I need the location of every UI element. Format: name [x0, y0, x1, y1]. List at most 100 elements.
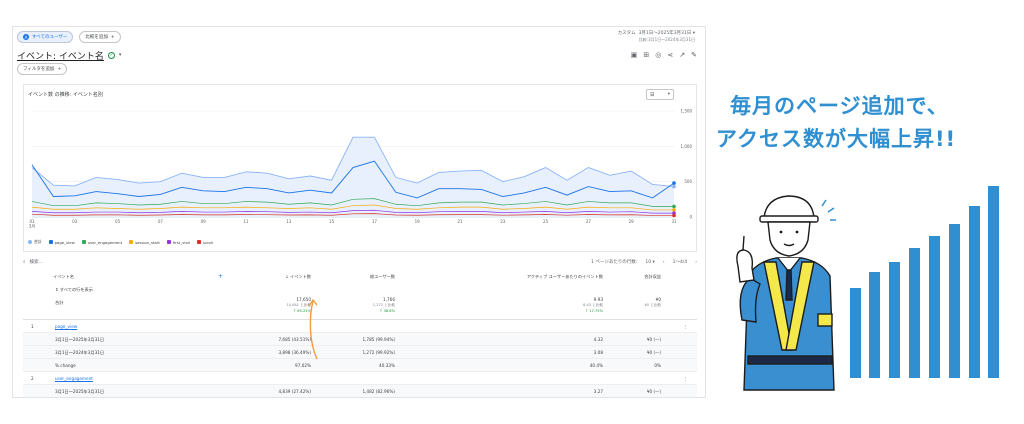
table-row: % change 97.02% 40.33% 40.4% 0% — [23, 359, 697, 372]
add-filter-label: フィルタを追加 — [23, 67, 55, 72]
granularity-select[interactable]: 日 — [646, 89, 674, 100]
event-count-cell: 3,898 (36.49%) — [278, 350, 311, 355]
chart-legend: 合計 page_view user_engagement session_start f… — [28, 239, 213, 245]
filter-bar: フィルタを追加 + — [13, 63, 705, 75]
legend-label: first_visit — [172, 239, 191, 245]
x-tick-label: 19 — [415, 219, 421, 224]
per-user-cell: 40.4% — [589, 363, 603, 368]
rows-per-page-value: 10 — [645, 259, 652, 265]
y-tick-label: 500 — [684, 179, 692, 184]
legend-item[interactable]: user_engagement — [81, 239, 123, 245]
more-icon[interactable]: ⋮ — [683, 376, 688, 381]
table-group-row[interactable]: 2 user_engagement ⋮ — [23, 372, 697, 385]
data-table: イベント名 + ⇕ すべての行を表示 合計 ↓ イベント数 総ユーザー数 アクテ… — [23, 270, 697, 397]
table-row: 3月1日～2025年3月31日 7,685 (43.51%) 1,785 (99.9… — [23, 333, 697, 346]
chevron-down-icon[interactable]: ▾ — [118, 52, 122, 58]
edit-icon[interactable]: ✎ — [691, 51, 697, 59]
legend-item[interactable]: session_start — [129, 239, 160, 245]
add-filter-chip[interactable]: フィルタを追加 + — [17, 63, 68, 75]
header-event-name[interactable]: イベント名 — [53, 274, 74, 279]
table-header: イベント名 + ⇕ すべての行を表示 合計 ↓ イベント数 総ユーザー数 アクテ… — [23, 270, 697, 320]
legend-swatch — [166, 240, 171, 244]
header-event-count-label: イベント数 — [290, 274, 311, 279]
legend-label: scroll — [203, 239, 213, 245]
x-tick-label: 07 — [158, 219, 164, 224]
add-dimension-button[interactable]: + — [218, 273, 224, 280]
series-line-page_view — [31, 160, 675, 199]
legend-item[interactable]: page_view — [48, 239, 75, 245]
legend-item[interactable]: scroll — [197, 239, 213, 245]
total-users-compare: 1,272 と比較 — [372, 303, 395, 307]
segment-chip[interactable]: A すべてのユーザー — [17, 31, 74, 43]
x-tick-label: 23 — [500, 219, 506, 224]
y-tick-label: 0 — [689, 215, 692, 220]
legend-item[interactable]: first_visit — [166, 239, 191, 245]
header-revenue[interactable]: 合計収益 — [644, 274, 661, 279]
share-icon[interactable]: ⋖ — [667, 51, 674, 59]
header-per-user[interactable]: アクティブ ユーザーあたりのイベント数 — [526, 274, 603, 279]
header-event-count[interactable]: ↓ イベント数 — [253, 274, 311, 280]
total-users-cell: 1,785 (99.94%) — [362, 337, 395, 342]
more-icon[interactable]: ⋮ — [683, 324, 688, 329]
compare-chip-label: 比較を追加 — [85, 35, 108, 40]
series-line-session_start — [31, 204, 674, 211]
x-tick-label: 09 — [201, 219, 207, 224]
date-range-picker[interactable]: カスタム 3月1日～2025年3月31日 ▾ 比較:3月1日～2024年3月31… — [617, 31, 695, 42]
x-tick-label: 03 — [72, 219, 78, 224]
total-event-count-compare: 10,681 と比較 — [286, 303, 312, 307]
analytics-panel: A すべてのユーザー 比較を追加 + カスタム 3月1日～2025年3月31日 … — [12, 26, 706, 398]
ad-line-1: 毎月のページ追加で、 — [730, 94, 949, 118]
compare-icon[interactable]: ⊞ — [643, 51, 650, 59]
date-range: 3月1日～2025年3月31日 — [638, 31, 692, 36]
row-index: 1 — [31, 324, 34, 329]
total-users-cell: 1,482 (82.96%) — [362, 389, 395, 394]
x-tick-label: 01 — [29, 219, 35, 224]
total-event-count-change: ↑ 65.25% — [293, 309, 311, 313]
total-users-cell: 1,272 (99.92%) — [362, 350, 395, 355]
show-rows-toggle[interactable]: ⇕ すべての行を表示 — [55, 287, 93, 292]
chart-title: イベント数 の推移: イベント名別 — [28, 92, 103, 98]
customize-icon[interactable]: ▣ — [630, 51, 638, 59]
event-name-link[interactable]: page_view — [55, 324, 78, 329]
x-tick-label: 15 — [329, 219, 335, 224]
y-tick-label: 1,500 — [681, 109, 693, 114]
x-tick-label: 17 — [372, 219, 378, 224]
search-bar: ⌕ 検索... 1 ページあたりの行数: 10 ▾ ‹ 1〜4/4 › — [23, 256, 697, 268]
prev-page-button[interactable]: ‹ — [662, 259, 665, 265]
row-label: % change — [55, 363, 76, 368]
trend-icon[interactable]: ↗ — [679, 51, 686, 59]
x-tick-label: 25 — [543, 219, 549, 224]
insights-icon[interactable]: ◎ — [655, 51, 662, 59]
search-input[interactable]: 検索... — [29, 260, 43, 265]
series-end-point-page_view — [672, 181, 676, 185]
legend-label: session_start — [135, 239, 160, 245]
table-group-row[interactable]: 1 page_view ⋮ — [23, 320, 697, 333]
rows-per-page-select[interactable]: 10 ▾ — [645, 259, 655, 265]
rows-per-page-label: 1 ページあたりの行数: — [591, 260, 638, 265]
series-line-first_visit — [31, 209, 674, 214]
total-users: 1,766 — [383, 297, 395, 302]
total-per-user-change: ↑ 17.75% — [585, 309, 603, 313]
legend-swatch — [28, 240, 32, 244]
sort-arrow-icon: ↓ — [285, 274, 289, 279]
page-indicator: 1〜4/4 — [672, 260, 688, 265]
legend-label: page_view — [54, 239, 75, 245]
revenue-cell: ¥0 (—) — [646, 350, 661, 355]
legend-label: user_engagement — [87, 239, 123, 245]
growth-bars-icon — [850, 186, 999, 378]
total-revenue-compare: ¥0 と比較 — [644, 303, 662, 307]
next-page-button[interactable]: › — [695, 259, 697, 265]
x-tick-label: 3月 — [29, 224, 36, 229]
compare-chip[interactable]: 比較を追加 + — [79, 31, 121, 43]
top-bar: A すべてのユーザー 比較を追加 + カスタム 3月1日～2025年3月31日 … — [13, 27, 705, 47]
legend-item[interactable]: 合計 — [28, 239, 42, 245]
total-per-user-compare: 8.43 と比較 — [583, 303, 603, 307]
event-name-link[interactable]: user_engagement — [55, 376, 93, 381]
sparkle-icon — [821, 199, 836, 221]
table-row: 3月1日～2024年3月31日 3,898 (36.49%) 1,272 (99.9… — [23, 346, 697, 359]
x-tick-label: 13 — [286, 219, 292, 224]
segment-icon: A — [23, 34, 29, 40]
header-total-users[interactable]: 総ユーザー数 — [369, 274, 395, 279]
